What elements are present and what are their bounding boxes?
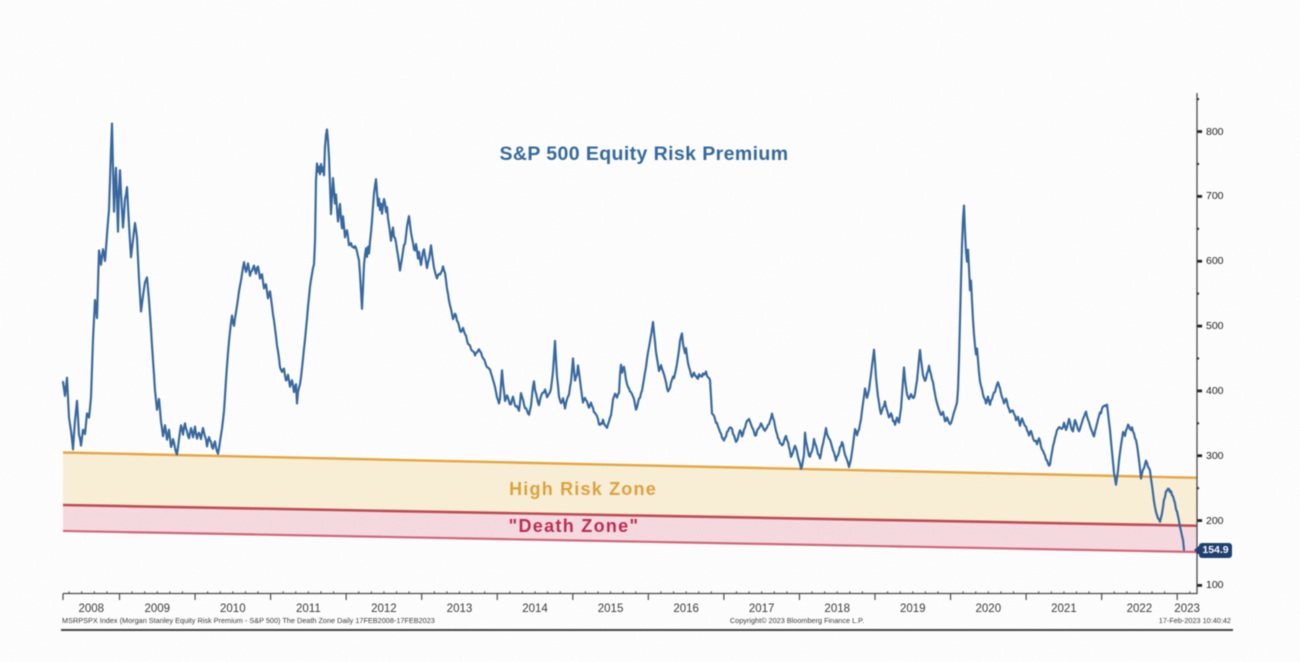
x-tick-label-2020: 2020 [975,603,1002,615]
last-value-tag: 154.9 [1194,542,1232,558]
x-tick-label-2022: 2022 [1126,603,1153,615]
x-tick-label-2012: 2012 [371,603,397,615]
y-tick-label-500: 500 [1206,320,1224,333]
y-tick-label-700: 700 [1206,190,1224,203]
high-risk-zone-label: High Risk Zone [509,479,657,499]
x-tick-label-2011: 2011 [296,603,321,615]
y-tick-label-300: 300 [1206,449,1224,462]
y-tick-label-800: 800 [1206,125,1224,138]
x-tick-label-2018: 2018 [824,603,851,615]
death-zone-label: "Death Zone" [508,516,640,536]
x-tick-label-2019: 2019 [899,603,926,615]
x-tick-label-2017: 2017 [748,603,775,615]
y-tick-label-600: 600 [1206,255,1224,268]
x-tick-label-2016: 2016 [673,603,699,615]
premium-line-series [61,122,1186,551]
x-tick-label-2021: 2021 [1051,603,1077,615]
x-tick-label-2013: 2013 [446,603,473,615]
x-tick-label-2015: 2015 [597,603,624,615]
x-tick-label-2010: 2010 [220,603,246,615]
chart-title: S&P 500 Equity Risk Premium [499,143,789,165]
bottom-divider-line [61,629,1233,631]
y-tick-label-100: 100 [1206,579,1224,592]
footer-timestamp: 17-Feb-2023 10:40:42 [1158,616,1231,625]
footer-ticker-description: MSRPSPX Index (Morgan Stanley Equity Ris… [62,616,435,625]
footer-copyright: Copyright© 2023 Bloomberg Finance L.P. [729,616,865,625]
x-tick-label-2023: 2023 [1174,603,1200,615]
x-tick-label-2008: 2008 [78,603,105,615]
risk-zone-bands [62,451,1198,554]
x-tick-label-2014: 2014 [522,603,548,615]
y-tick-label-200: 200 [1206,514,1224,527]
x-tick-label-2009: 2009 [144,603,171,615]
y-tick-label-400: 400 [1206,384,1224,397]
chart-axes [62,93,1203,600]
